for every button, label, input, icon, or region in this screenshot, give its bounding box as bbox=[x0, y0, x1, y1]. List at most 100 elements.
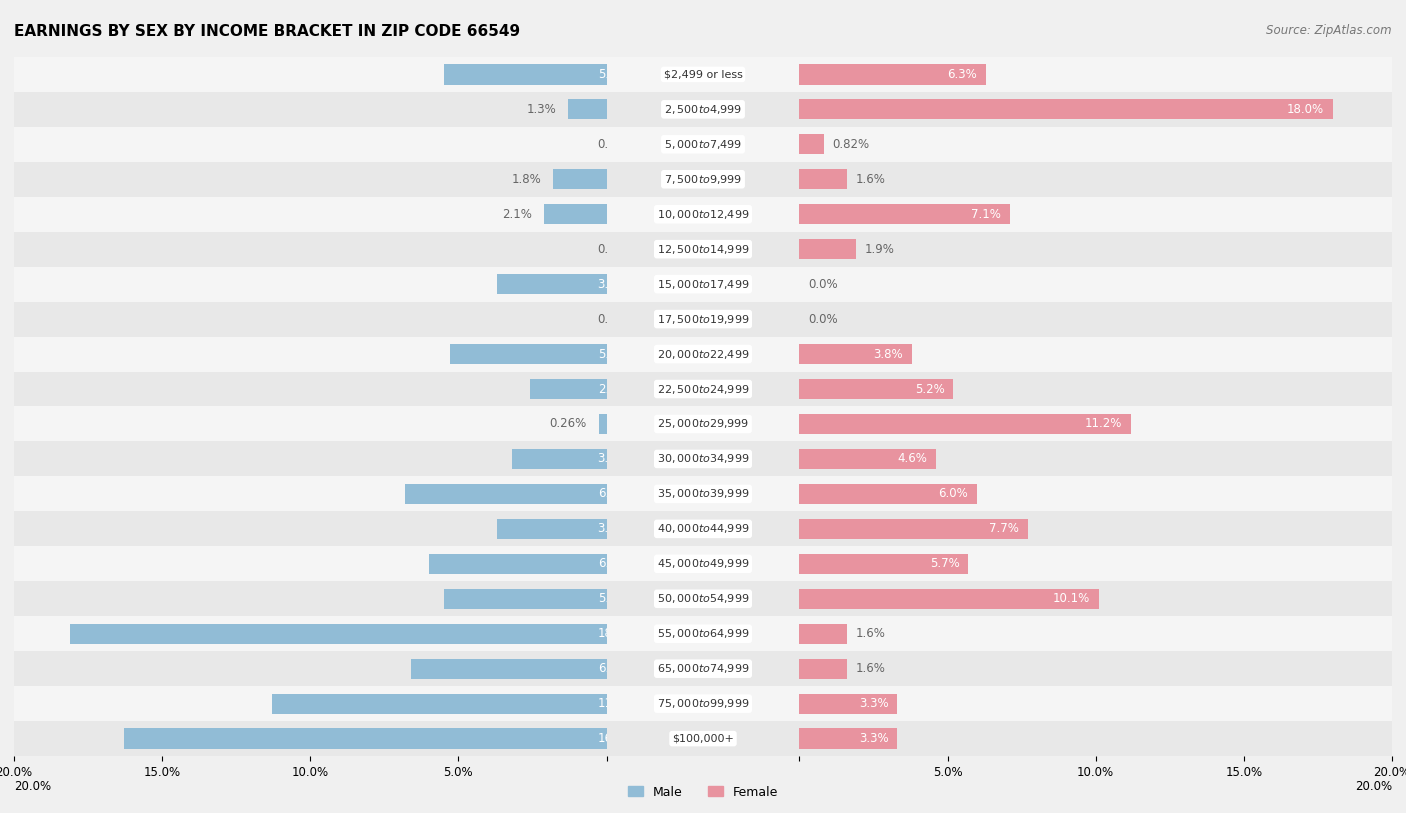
Text: 0.82%: 0.82% bbox=[832, 138, 870, 150]
Text: $55,000 to $64,999: $55,000 to $64,999 bbox=[657, 628, 749, 640]
Text: $2,500 to $4,999: $2,500 to $4,999 bbox=[664, 103, 742, 115]
Bar bbox=[800, 204, 1010, 224]
Bar bbox=[800, 406, 1392, 441]
Bar bbox=[606, 651, 800, 686]
Bar bbox=[14, 372, 606, 406]
Bar bbox=[800, 693, 897, 714]
Text: $100,000+: $100,000+ bbox=[672, 733, 734, 744]
Bar bbox=[606, 92, 800, 127]
Bar bbox=[800, 169, 846, 189]
Text: $45,000 to $49,999: $45,000 to $49,999 bbox=[657, 558, 749, 570]
Bar bbox=[800, 99, 1333, 120]
Text: 20.0%: 20.0% bbox=[1355, 780, 1392, 793]
Bar bbox=[70, 624, 606, 644]
Bar bbox=[14, 616, 606, 651]
Text: 11.2%: 11.2% bbox=[1085, 418, 1122, 430]
Text: 6.8%: 6.8% bbox=[598, 488, 627, 500]
Bar bbox=[800, 484, 977, 504]
Bar bbox=[606, 511, 800, 546]
Text: $35,000 to $39,999: $35,000 to $39,999 bbox=[657, 488, 749, 500]
Bar bbox=[606, 441, 800, 476]
Bar bbox=[450, 344, 606, 364]
Bar bbox=[14, 511, 606, 546]
Bar bbox=[606, 337, 800, 372]
Bar bbox=[606, 197, 800, 232]
Legend: Male, Female: Male, Female bbox=[628, 785, 778, 798]
Text: 20.0%: 20.0% bbox=[14, 780, 51, 793]
Bar bbox=[14, 441, 606, 476]
Text: 3.7%: 3.7% bbox=[598, 278, 627, 290]
Text: 1.8%: 1.8% bbox=[512, 173, 541, 185]
Bar bbox=[606, 581, 800, 616]
Text: Source: ZipAtlas.com: Source: ZipAtlas.com bbox=[1267, 24, 1392, 37]
Text: 0.0%: 0.0% bbox=[808, 278, 838, 290]
Bar bbox=[606, 267, 800, 302]
Bar bbox=[800, 581, 1392, 616]
Text: 1.6%: 1.6% bbox=[856, 663, 886, 675]
Bar bbox=[496, 519, 606, 539]
Text: EARNINGS BY SEX BY INCOME BRACKET IN ZIP CODE 66549: EARNINGS BY SEX BY INCOME BRACKET IN ZIP… bbox=[14, 24, 520, 39]
Bar bbox=[800, 616, 1392, 651]
Text: 3.7%: 3.7% bbox=[598, 523, 627, 535]
Text: 5.3%: 5.3% bbox=[598, 348, 627, 360]
Bar bbox=[14, 651, 606, 686]
Bar bbox=[568, 99, 606, 120]
Text: $30,000 to $34,999: $30,000 to $34,999 bbox=[657, 453, 749, 465]
Bar bbox=[606, 302, 800, 337]
Bar bbox=[606, 127, 800, 162]
Bar bbox=[411, 659, 606, 679]
Text: $50,000 to $54,999: $50,000 to $54,999 bbox=[657, 593, 749, 605]
Text: $25,000 to $29,999: $25,000 to $29,999 bbox=[657, 418, 749, 430]
Text: 6.6%: 6.6% bbox=[598, 663, 627, 675]
Bar bbox=[444, 589, 606, 609]
Bar bbox=[14, 337, 606, 372]
Bar bbox=[606, 372, 800, 406]
Bar bbox=[512, 449, 606, 469]
Text: $65,000 to $74,999: $65,000 to $74,999 bbox=[657, 663, 749, 675]
Bar bbox=[800, 441, 1392, 476]
Text: 16.3%: 16.3% bbox=[598, 733, 636, 745]
Bar bbox=[14, 57, 606, 92]
Text: 11.3%: 11.3% bbox=[598, 698, 636, 710]
Bar bbox=[14, 127, 606, 162]
Bar bbox=[530, 379, 606, 399]
Text: 3.3%: 3.3% bbox=[859, 733, 889, 745]
Text: 18.1%: 18.1% bbox=[598, 628, 636, 640]
Text: $17,500 to $19,999: $17,500 to $19,999 bbox=[657, 313, 749, 325]
Bar bbox=[800, 476, 1392, 511]
Bar bbox=[800, 127, 1392, 162]
Bar bbox=[800, 554, 969, 574]
Text: 7.7%: 7.7% bbox=[988, 523, 1019, 535]
Text: 0.26%: 0.26% bbox=[550, 418, 586, 430]
Bar bbox=[444, 64, 606, 85]
Text: 1.6%: 1.6% bbox=[856, 628, 886, 640]
Bar bbox=[606, 406, 800, 441]
Bar bbox=[800, 379, 953, 399]
Text: 2.1%: 2.1% bbox=[502, 208, 533, 220]
Text: $10,000 to $12,499: $10,000 to $12,499 bbox=[657, 208, 749, 220]
Bar bbox=[800, 267, 1392, 302]
Text: $20,000 to $22,499: $20,000 to $22,499 bbox=[657, 348, 749, 360]
Bar bbox=[800, 162, 1392, 197]
Bar bbox=[606, 232, 800, 267]
Text: $75,000 to $99,999: $75,000 to $99,999 bbox=[657, 698, 749, 710]
Text: 3.2%: 3.2% bbox=[598, 453, 627, 465]
Bar bbox=[800, 232, 1392, 267]
Bar bbox=[14, 232, 606, 267]
Bar bbox=[14, 476, 606, 511]
Bar bbox=[606, 616, 800, 651]
Bar bbox=[606, 162, 800, 197]
Text: $22,500 to $24,999: $22,500 to $24,999 bbox=[657, 383, 749, 395]
Bar bbox=[14, 721, 606, 756]
Text: $2,499 or less: $2,499 or less bbox=[664, 69, 742, 80]
Bar bbox=[599, 414, 606, 434]
Bar bbox=[14, 546, 606, 581]
Bar bbox=[14, 581, 606, 616]
Bar bbox=[800, 134, 824, 154]
Bar bbox=[496, 274, 606, 294]
Bar bbox=[14, 406, 606, 441]
Text: 6.0%: 6.0% bbox=[598, 558, 627, 570]
Bar bbox=[14, 302, 606, 337]
Text: 5.7%: 5.7% bbox=[929, 558, 959, 570]
Text: 1.3%: 1.3% bbox=[526, 103, 557, 115]
